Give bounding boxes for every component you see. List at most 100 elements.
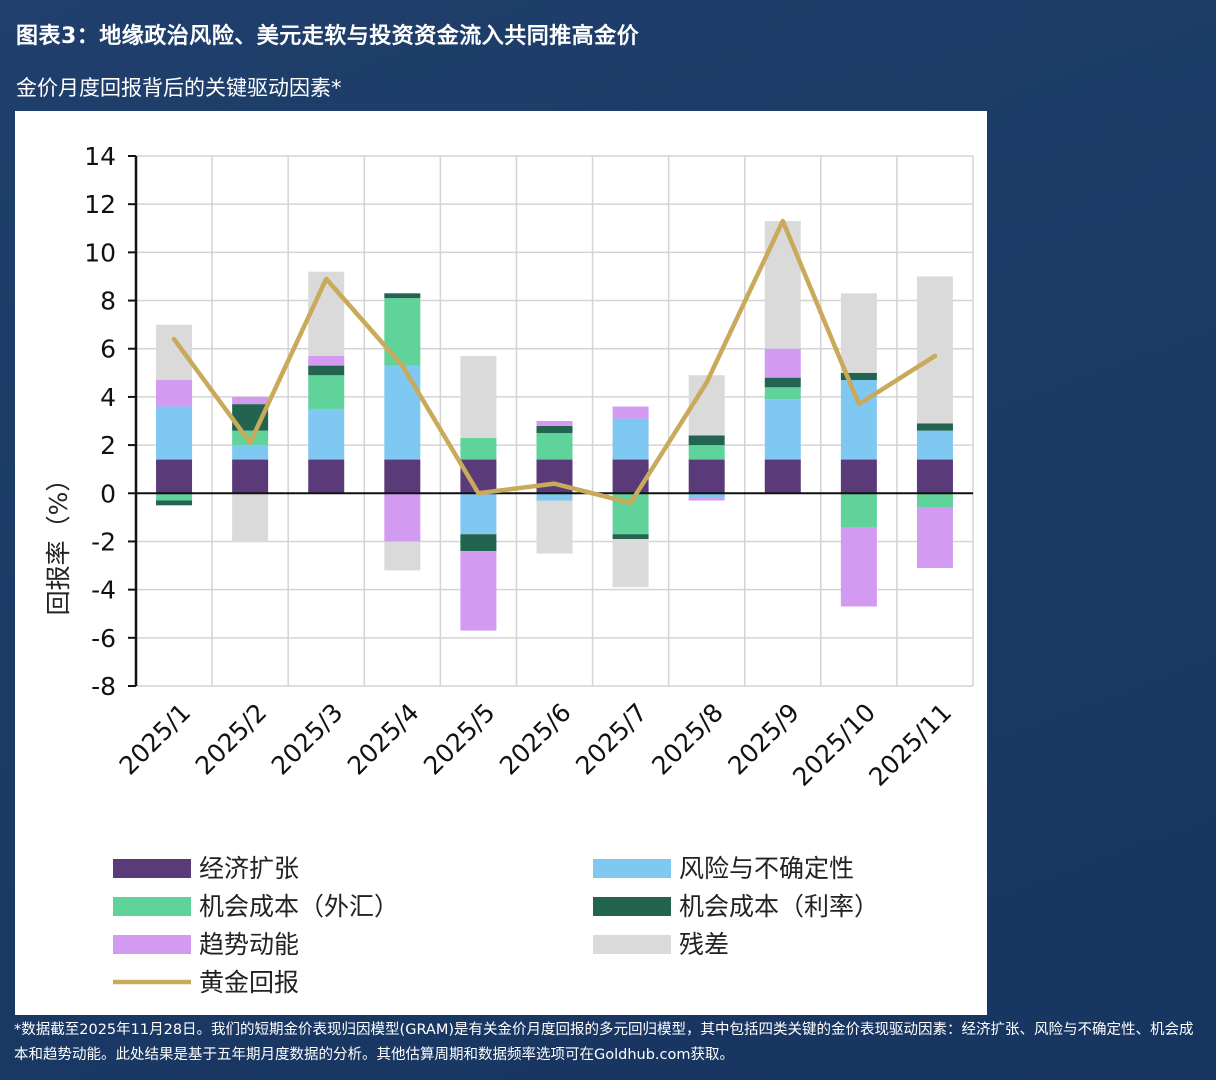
legend-label: 黄金回报 xyxy=(199,968,299,997)
legend-label: 风险与不确定性 xyxy=(679,854,854,883)
y-tick-label: 6 xyxy=(100,335,116,364)
bar-segment xyxy=(916,423,953,431)
bar-segment xyxy=(156,500,193,506)
chart-subtitle: 金价月度回报背后的关键驱动因素* xyxy=(16,76,342,100)
bar-segment xyxy=(688,445,725,460)
bars-group xyxy=(156,221,953,631)
bar-segment xyxy=(764,459,801,494)
tick-labels-group: 14121086420-2-4-6-82025/12025/22025/3202… xyxy=(84,142,957,792)
x-tick-label: 2025/10 xyxy=(787,698,881,792)
legend-label: 趋势动能 xyxy=(199,930,299,959)
bar-segment xyxy=(308,408,345,460)
bar-segment xyxy=(156,380,193,407)
y-tick-label: -6 xyxy=(91,624,116,653)
x-tick-label: 2025/11 xyxy=(863,698,957,792)
bar-segment xyxy=(764,399,801,460)
y-tick-label: 12 xyxy=(84,190,116,219)
bar-segment xyxy=(536,425,573,434)
bar-segment xyxy=(156,324,193,381)
bar-segment xyxy=(916,493,953,508)
legend-label: 机会成本（利率） xyxy=(679,892,879,921)
bar-segment xyxy=(840,372,877,381)
bar-segment xyxy=(612,539,649,588)
bar-segment xyxy=(536,493,573,501)
x-tick-label: 2025/8 xyxy=(646,698,729,781)
bar-segment xyxy=(156,406,193,460)
bar-segment xyxy=(308,375,345,409)
y-tick-label: -8 xyxy=(91,672,116,701)
y-tick-label: 4 xyxy=(100,383,116,412)
bar-segment xyxy=(156,493,193,501)
bar-segment xyxy=(460,534,497,552)
legend-label: 残差 xyxy=(679,930,729,959)
bar-segment xyxy=(232,445,269,460)
bar-segment xyxy=(612,534,649,540)
x-tick-label: 2025/1 xyxy=(114,698,197,781)
bar-segment xyxy=(612,459,649,494)
bar-segment xyxy=(840,380,877,460)
bar-segment xyxy=(536,433,573,460)
y-tick-label: -4 xyxy=(91,576,116,605)
bar-segment xyxy=(384,493,421,542)
bar-segment xyxy=(156,459,193,494)
bar-segment xyxy=(536,500,573,554)
x-tick-label: 2025/7 xyxy=(570,698,653,781)
bar-segment xyxy=(764,221,801,349)
y-tick-label: -2 xyxy=(91,527,116,556)
bar-segment xyxy=(840,293,877,373)
x-tick-label: 2025/2 xyxy=(190,698,273,781)
chart-title: 图表3：地缘政治风险、美元走软与投资资金流入共同推高金价 xyxy=(16,24,640,49)
x-tick-label: 2025/5 xyxy=(418,698,501,781)
bar-segment xyxy=(612,418,649,460)
chart-panel: 14 12 10 8 6 4 2 0 -2 -4 -6 -8 2025/1 2025/2 2025/3 202… xyxy=(15,111,987,1015)
bar-segment xyxy=(916,459,953,494)
y-tick-label: 2 xyxy=(100,431,116,460)
bar-segment xyxy=(840,459,877,494)
footnote: *数据截至2025年11月28日。我们的短期金价表现归因模型(GRAM)是有关金… xyxy=(14,1022,1194,1063)
bar-segment xyxy=(384,298,421,366)
y-axis-label: 回报率（%） xyxy=(44,467,73,616)
legend-label: 经济扩张 xyxy=(199,854,299,883)
y-tick-label: 0 xyxy=(100,479,116,508)
bar-segment xyxy=(384,541,421,571)
bar-segment xyxy=(460,437,497,460)
chart-svg: 14121086420-2-4-6-82025/12025/22025/3202… xyxy=(44,142,974,997)
legend-label: 机会成本（外汇） xyxy=(199,892,399,921)
bar-segment xyxy=(232,396,269,405)
bar-segment xyxy=(460,493,497,535)
x-tick-label: 2025/4 xyxy=(342,698,425,781)
bar-segment xyxy=(764,387,801,400)
y-tick-label: 14 xyxy=(84,142,116,171)
legend-swatch xyxy=(113,897,191,916)
bar-segment xyxy=(916,276,953,424)
bar-segment xyxy=(384,365,421,460)
x-tick-label: 2025/6 xyxy=(494,698,577,781)
bar-segment xyxy=(916,430,953,460)
legend-swatch xyxy=(593,859,671,878)
bar-segment xyxy=(764,377,801,388)
bar-segment xyxy=(688,435,725,446)
y-tick-label: 8 xyxy=(100,287,116,316)
bar-segment xyxy=(384,293,421,299)
gold-return-line-group xyxy=(171,218,938,506)
bar-segment xyxy=(764,348,801,378)
bar-segment xyxy=(308,365,345,376)
y-tick-label: 10 xyxy=(84,238,116,267)
bar-segment xyxy=(688,459,725,494)
axes-group xyxy=(128,155,973,687)
legend-swatch xyxy=(593,935,671,954)
bar-segment xyxy=(688,498,725,501)
bar-segment xyxy=(460,551,497,631)
bar-segment xyxy=(232,459,269,494)
grid-lines xyxy=(136,155,974,687)
bar-segment xyxy=(840,527,877,607)
legend-swatch xyxy=(113,935,191,954)
bar-segment xyxy=(308,459,345,494)
bar-segment xyxy=(308,355,345,366)
bar-segment xyxy=(308,271,345,356)
bar-segment xyxy=(688,493,725,499)
gold-return-line xyxy=(171,218,938,506)
bar-segment xyxy=(916,507,953,568)
x-tick-label: 2025/3 xyxy=(266,698,349,781)
